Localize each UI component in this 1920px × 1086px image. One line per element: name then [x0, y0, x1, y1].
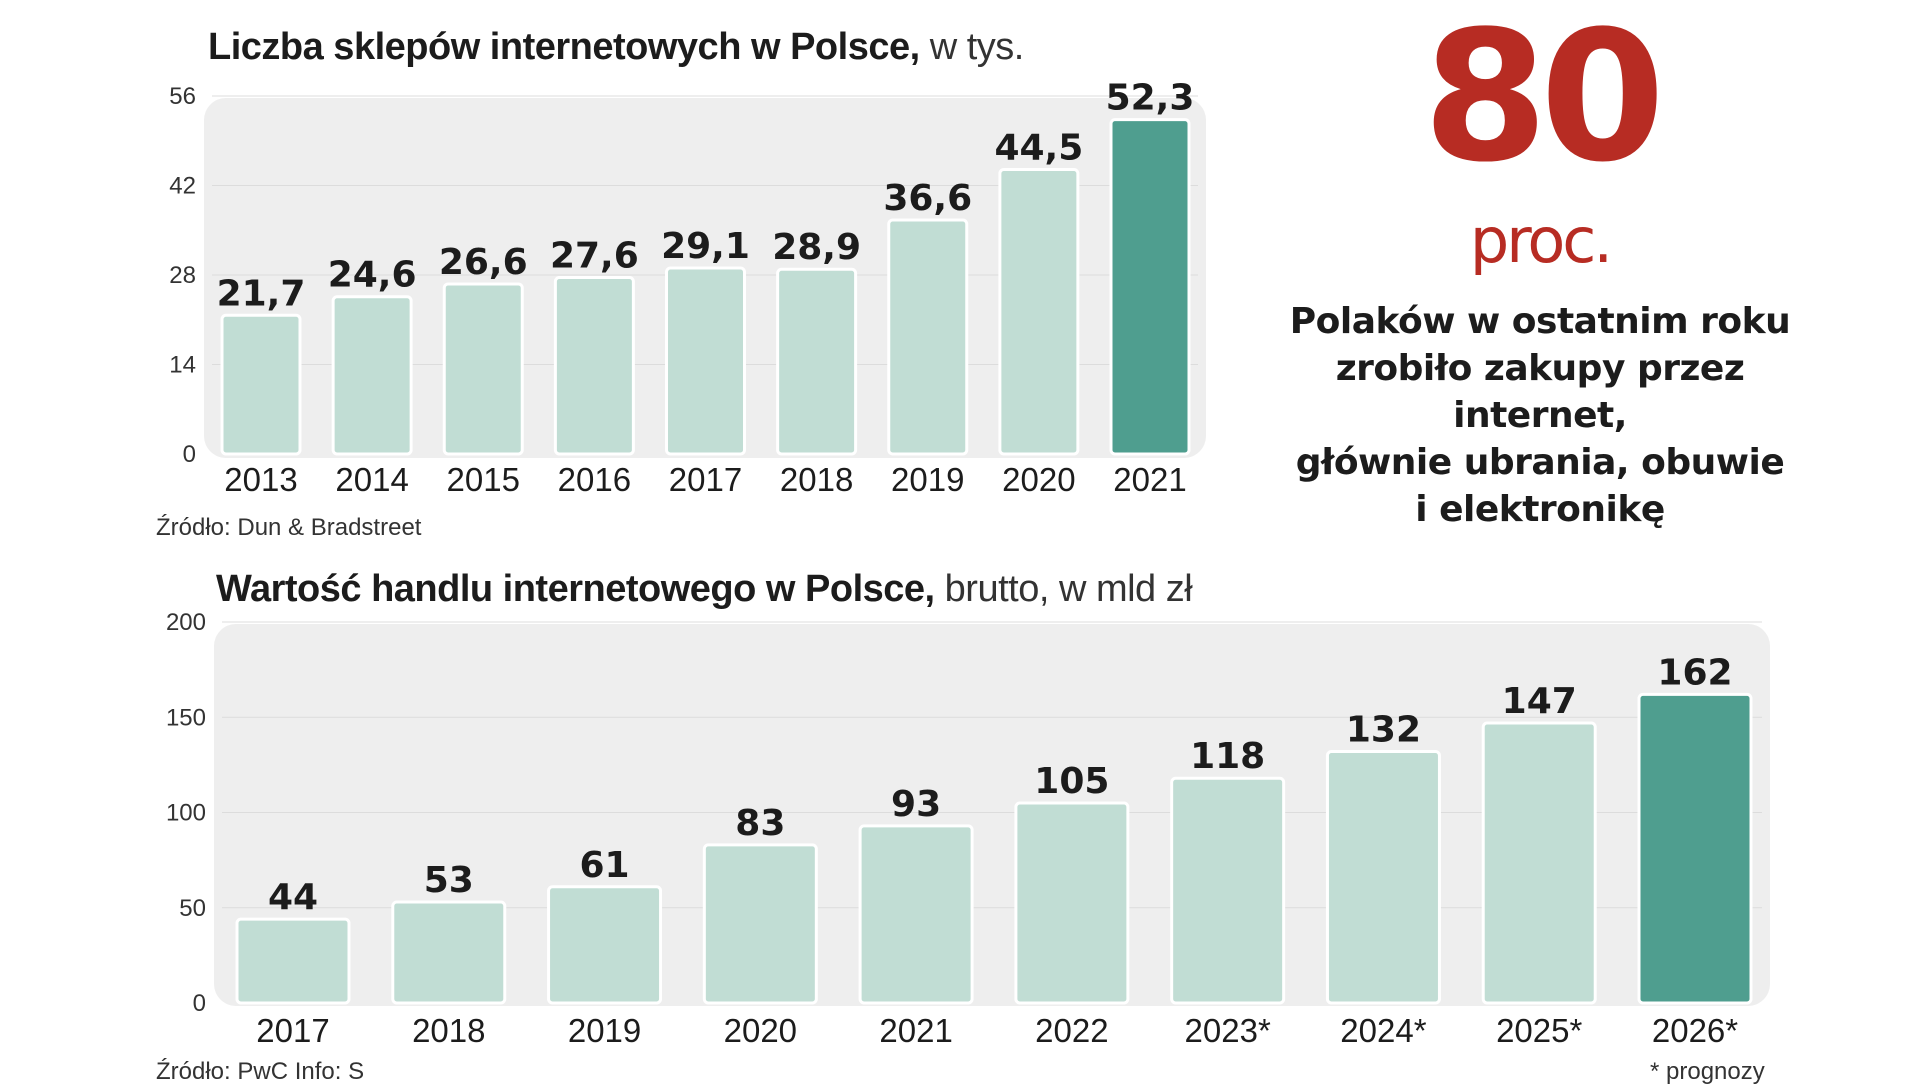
shops-x-tick-label: 2020: [1002, 461, 1075, 498]
trade-x-tick-label: 2025*: [1496, 1012, 1582, 1049]
trade-chart-title: Wartość handlu internetowego w Polsce, b…: [216, 568, 1193, 611]
trade-x-tick-label: 2020: [724, 1012, 797, 1049]
trade-title-unit: brutto, w mld zł: [934, 568, 1193, 610]
shops-x-tick-label: 2018: [780, 461, 853, 498]
shops-y-tick-label: 0: [183, 441, 196, 468]
shops-value-label: 36,6: [883, 178, 972, 219]
highlight-unit: proc.: [1469, 204, 1613, 277]
trade-bar: [1637, 692, 1753, 1005]
trade-source: Źródło: PwC Info: S: [156, 1058, 365, 1085]
shops-y-tick-label: 42: [169, 173, 196, 200]
shops-bar: [220, 313, 302, 456]
shops-bar: [442, 282, 524, 456]
shops-bar: [887, 218, 969, 456]
trade-value-label: 118: [1190, 736, 1265, 777]
forecast-footnote: * prognozy: [1650, 1058, 1765, 1085]
trade-bar: [1014, 801, 1130, 1005]
shops-y-tick-label: 28: [169, 262, 196, 289]
trade-value-label: 61: [580, 845, 630, 886]
highlight-description-line: i elektronikę: [1415, 489, 1665, 530]
shops-value-label: 27,6: [550, 236, 639, 277]
shops-bar: [998, 168, 1080, 456]
trade-value-label: 53: [424, 860, 474, 901]
shops-title-unit: w tys.: [919, 26, 1025, 68]
shops-value-label: 26,6: [439, 242, 528, 283]
shops-value-label: 21,7: [217, 273, 306, 314]
shops-x-tick-label: 2014: [335, 461, 408, 498]
trade-value-label: 162: [1657, 652, 1732, 693]
trade-bar: [235, 917, 351, 1005]
trade-x-tick-label: 2024*: [1340, 1012, 1426, 1049]
trade-y-tick-label: 200: [166, 609, 206, 636]
shops-value-label: 28,9: [772, 227, 861, 268]
highlight-description-line: głównie ubrania, obuwie: [1295, 442, 1785, 483]
trade-bar: [1481, 721, 1597, 1005]
trade-x-tick-label: 2019: [568, 1012, 641, 1049]
trade-x-tick-label: 2022: [1035, 1012, 1108, 1049]
shops-value-label: 24,6: [328, 255, 417, 296]
trade-bar: [1170, 776, 1286, 1005]
trade-value-label: 147: [1502, 681, 1577, 722]
highlight-number: 80: [1422, 0, 1666, 202]
shops-value-label: 44,5: [994, 128, 1083, 169]
trade-x-tick-label: 2021: [879, 1012, 952, 1049]
shops-bar: [553, 276, 635, 456]
shops-x-tick-label: 2019: [891, 461, 964, 498]
trade-x-tick-label: 2018: [412, 1012, 485, 1049]
shops-y-tick-label: 56: [169, 83, 196, 110]
shops-x-tick-label: 2021: [1113, 461, 1186, 498]
trade-bar: [1325, 750, 1441, 1005]
shops-source: Źródło: Dun & Bradstreet: [156, 514, 422, 541]
highlight-description: Polaków w ostatnim roku zrobiło zakupy p…: [1250, 298, 1830, 533]
shops-title-bold: Liczba sklepów internetowych w Polsce,: [208, 26, 920, 68]
trade-y-tick-label: 150: [166, 704, 206, 731]
trade-value-label: 83: [735, 803, 785, 844]
trade-bar: [702, 843, 818, 1005]
shops-y-tick-label: 14: [169, 352, 196, 379]
shops-bar: [331, 295, 413, 456]
trade-value-label: 93: [891, 784, 941, 825]
shops-bar: [665, 266, 746, 456]
trade-value-label: 105: [1034, 761, 1109, 802]
shops-chart-title: Liczba sklepów internetowych w Polsce, w…: [208, 26, 1024, 69]
trade-y-tick-label: 0: [193, 990, 206, 1017]
shops-x-tick-label: 2013: [224, 461, 297, 498]
trade-x-tick-label: 2023*: [1185, 1012, 1271, 1049]
trade-value-label: 132: [1346, 710, 1421, 751]
shops-x-tick-label: 2015: [447, 461, 520, 498]
trade-x-tick-label: 2026*: [1652, 1012, 1738, 1049]
trade-y-tick-label: 50: [179, 895, 206, 922]
trade-bar: [391, 900, 507, 1005]
trade-bar: [547, 885, 663, 1005]
highlight-description-line: zrobiło zakupy przez internet,: [1335, 348, 1745, 436]
trade-y-tick-label: 100: [166, 800, 206, 827]
shops-bar: [1109, 118, 1191, 456]
trade-value-label: 44: [268, 877, 318, 918]
shops-value-label: 29,1: [661, 226, 750, 267]
shops-value-label: 52,3: [1106, 78, 1195, 119]
shops-x-tick-label: 2016: [558, 461, 631, 498]
trade-title-bold: Wartość handlu internetowego w Polsce,: [216, 568, 935, 610]
highlight-description-line: Polaków w ostatnim roku: [1289, 301, 1791, 342]
shops-bar: [776, 267, 858, 456]
trade-x-tick-label: 2017: [256, 1012, 329, 1049]
shops-x-tick-label: 2017: [669, 461, 742, 498]
trade-bar: [858, 824, 974, 1005]
